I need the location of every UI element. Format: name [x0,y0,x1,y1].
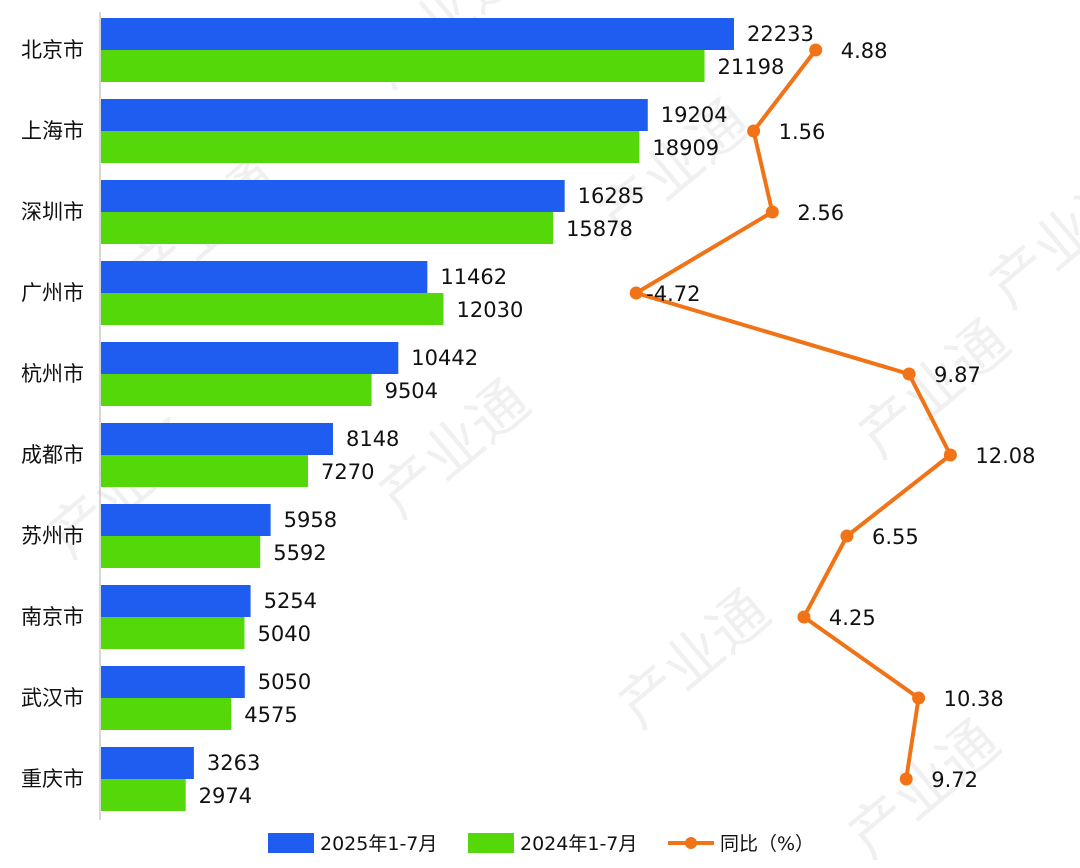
category-label: 深圳市 [21,200,84,224]
bar-2025-value-label: 22233 [747,22,814,46]
bar-2024 [101,779,186,811]
bar-2024 [101,374,372,406]
legend-swatch-2024 [468,833,514,853]
yoy-point [765,205,779,219]
bar-2025 [101,585,251,617]
category-label: 广州市 [21,281,84,305]
yoy-value-label: 9.72 [931,768,978,792]
bar-2025-value-label: 19204 [661,103,728,127]
bar-2024-value-label: 7270 [321,460,374,484]
bar-2024-value-label: 5040 [257,622,310,646]
yoy-point [899,772,913,786]
bar-2025-value-label: 10442 [411,346,478,370]
bar-2024 [101,131,640,163]
legend-swatch-yoy-marker [685,837,697,849]
bar-2025 [101,423,333,455]
bar-2025-value-label: 3263 [207,751,260,775]
bar-2024-value-label: 18909 [652,136,719,160]
legend-swatch-2025 [268,833,314,853]
bar-2024 [101,698,232,730]
bar-2024-value-label: 4575 [244,703,297,727]
yoy-line [634,48,953,780]
bar-2024-value-label: 21198 [718,55,785,79]
yoy-value-label: 12.08 [975,444,1035,468]
yoy-line-layer: 4.88 1.56 2.56 -4.72 9.87 12.08 6.55 4.25 10.38 9… [629,39,1036,792]
bar-2024 [101,212,554,244]
yoy-point [797,610,811,624]
bar-2024 [101,293,444,325]
category-label: 南京市 [21,605,84,629]
bar-2025 [101,261,428,293]
yoy-value-label: 2.56 [797,201,844,225]
yoy-value-label: 10.38 [944,687,1004,711]
yoy-value-label: -4.72 [646,282,700,306]
bar-2024-value-label: 2974 [199,784,252,808]
yoy-point [840,529,854,543]
yoy-value-label: 6.55 [872,525,919,549]
yoy-point [912,691,926,705]
watermark-text: 产业通 [605,577,782,741]
bar-2025 [101,666,245,698]
legend: 2025年1-7月 2024年1-7月 同比（%） [268,833,814,855]
category-label: 重庆市 [21,767,84,791]
bar-2024 [101,50,705,82]
bar-2024 [101,617,245,649]
yoy-value-label: 9.87 [934,363,981,387]
legend-label-2025: 2025年1-7月 [320,833,437,855]
bar-2025 [101,504,271,536]
category-label: 杭州市 [21,362,84,386]
bar-2025-value-label: 5254 [264,589,317,613]
bar-2025-value-label: 5958 [284,508,337,532]
category-label: 北京市 [21,38,84,62]
yoy-point [902,367,916,381]
legend-label-yoy: 同比（%） [720,833,814,855]
bar-2025 [101,747,194,779]
bar-2025-value-label: 11462 [440,265,507,289]
bar-2024-value-label: 12030 [457,298,524,322]
bar-2024 [101,455,308,487]
bar-2025-value-label: 16285 [578,184,645,208]
watermark-text: 产业通 [835,707,1012,864]
category-label: 武汉市 [21,686,84,710]
yoy-point [747,124,761,138]
legend-label-2024: 2024年1-7月 [520,833,637,855]
bar-2024-value-label: 5592 [273,541,326,565]
bar-2025-value-label: 5050 [258,670,311,694]
bar-2025 [101,18,734,50]
yoy-value-label: 1.56 [779,120,826,144]
category-label: 上海市 [21,119,84,143]
category-label: 苏州市 [21,524,84,548]
bar-2025-value-label: 8148 [346,427,399,451]
yoy-value-label: 4.25 [829,606,876,630]
yoy-point [943,448,957,462]
yoy-point [629,286,643,300]
bar-2025 [101,342,399,374]
category-label: 成都市 [21,443,84,467]
bar-2025 [101,99,648,131]
bar-2024-value-label: 9504 [385,379,438,403]
bar-2025 [101,180,565,212]
watermark-text: 产业通 [975,157,1080,321]
yoy-value-label: 4.88 [841,39,888,63]
bar-layer: 北京市 22233 21198 上海市 19204 18909 深圳市 16285 15878 广… [21,18,814,811]
bar-2024-value-label: 15878 [566,217,633,241]
bar-2024 [101,536,261,568]
yoy-point [809,43,823,57]
